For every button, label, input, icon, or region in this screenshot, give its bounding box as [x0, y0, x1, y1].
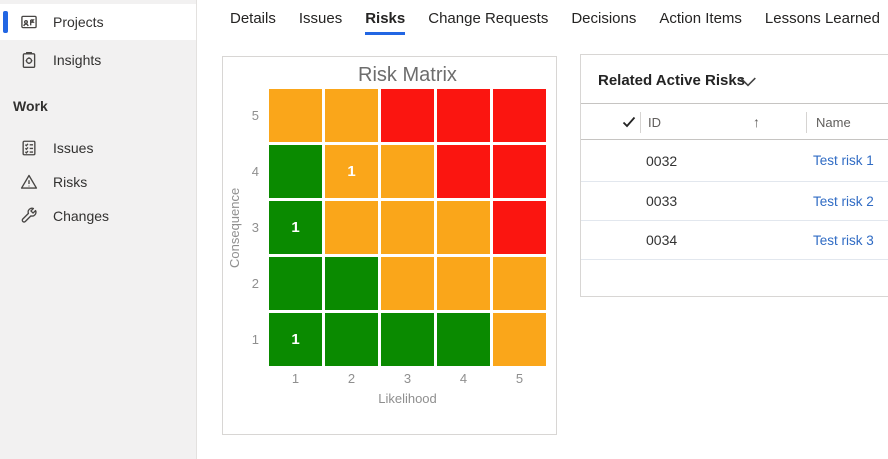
column-header-id[interactable]: ID [648, 115, 661, 130]
risk-row[interactable]: 0032 Test risk 1 [581, 140, 888, 182]
column-divider [806, 112, 807, 133]
sort-ascending-icon[interactable]: ↑ [753, 114, 760, 130]
matrix-cell-likelihood1-consequence1[interactable]: 1 [269, 313, 322, 366]
tab-lessons-learned[interactable]: Lessons Learned [764, 10, 880, 27]
matrix-cell-likelihood5-consequence2[interactable] [493, 257, 546, 310]
tab-action-items[interactable]: Action Items [659, 10, 742, 27]
sidebar-item-label: Projects [53, 14, 104, 30]
matrix-cell-likelihood1-consequence5[interactable] [269, 89, 322, 142]
y-tick-2: 2 [251, 275, 259, 291]
x-tick-5: 5 [515, 371, 524, 386]
projects-icon [20, 13, 38, 31]
risk-row[interactable]: 0034 Test risk 3 [581, 221, 888, 260]
matrix-cell-likelihood4-consequence2[interactable] [437, 257, 490, 310]
insights-icon [20, 51, 38, 69]
matrix-cell-likelihood2-consequence5[interactable] [325, 89, 378, 142]
y-tick-1: 1 [251, 331, 259, 347]
column-header-name[interactable]: Name [816, 115, 851, 130]
matrix-cell-likelihood5-consequence4[interactable] [493, 145, 546, 198]
x-tick-3: 3 [403, 371, 412, 386]
matrix-cell-likelihood3-consequence2[interactable] [381, 257, 434, 310]
risk-name-link[interactable]: Test risk 1 [813, 153, 874, 168]
matrix-cell-likelihood4-consequence3[interactable] [437, 201, 490, 254]
risk-name-link[interactable]: Test risk 2 [813, 193, 874, 209]
risk-name-cell: Test risk 1 [813, 140, 874, 181]
warning-triangle-icon [20, 173, 38, 191]
matrix-cell-likelihood4-consequence1[interactable] [437, 313, 490, 366]
chevron-down-icon[interactable] [739, 75, 757, 89]
matrix-cell-likelihood2-consequence3[interactable] [325, 201, 378, 254]
select-all-checkmark-icon[interactable] [621, 114, 637, 130]
sidebar-item-label: Insights [53, 52, 102, 68]
risk-name-cell: Test risk 2 [813, 182, 874, 220]
sidebar-item-insights[interactable]: Insights [0, 42, 196, 78]
matrix-cell-likelihood4-consequence4[interactable] [437, 145, 490, 198]
tab-change-requests[interactable]: Change Requests [428, 10, 549, 27]
risk-id: 0033 [646, 193, 678, 209]
sidebar-section-work: Work [13, 98, 48, 114]
sidebar-item-risks[interactable]: Risks [0, 166, 196, 198]
matrix-cell-likelihood4-consequence5[interactable] [437, 89, 490, 142]
matrix-cell-likelihood2-consequence1[interactable] [325, 313, 378, 366]
x-tick-4: 4 [459, 371, 468, 386]
matrix-cell-likelihood5-consequence3[interactable] [493, 201, 546, 254]
column-divider [640, 112, 641, 133]
matrix-cell-likelihood2-consequence4[interactable]: 1 [325, 145, 378, 198]
x-tick-1: 1 [291, 371, 300, 386]
matrix-cell-likelihood1-consequence3[interactable]: 1 [269, 201, 322, 254]
wrench-icon [20, 207, 38, 225]
tab-bar: Details Issues Risks Change Requests Dec… [230, 0, 880, 44]
x-tick-2: 2 [347, 371, 356, 386]
matrix-cell-likelihood1-consequence2[interactable] [269, 257, 322, 310]
issues-icon [20, 139, 38, 157]
x-axis-label: Likelihood [378, 391, 437, 406]
sidebar-item-projects[interactable]: Projects [0, 4, 196, 40]
sidebar-item-changes[interactable]: Changes [0, 200, 196, 232]
tab-details[interactable]: Details [230, 10, 276, 27]
matrix-cell-likelihood5-consequence5[interactable] [493, 89, 546, 142]
risk-row[interactable]: 0033 Test risk 2 [581, 182, 888, 221]
sidebar-item-label: Issues [53, 140, 94, 156]
risk-id: 0034 [646, 232, 678, 248]
selected-indicator [3, 11, 8, 33]
tab-decisions[interactable]: Decisions [571, 10, 637, 27]
y-tick-4: 4 [251, 163, 259, 179]
matrix-cell-likelihood3-consequence5[interactable] [381, 89, 434, 142]
y-tick-5: 5 [251, 107, 259, 123]
sidebar-item-label: Changes [53, 208, 110, 224]
risk-id: 0032 [646, 152, 678, 169]
matrix-cell-likelihood3-consequence3[interactable] [381, 201, 434, 254]
y-tick-3: 3 [251, 219, 259, 235]
chart-title: Risk Matrix [358, 64, 457, 86]
related-risks-card: Related Active Risks ID ↑ Name 0032 Test… [580, 54, 888, 297]
matrix-cell-likelihood1-consequence4[interactable] [269, 145, 322, 198]
risks-grid-header: ID ↑ Name [581, 103, 888, 140]
risk-name-cell: Test risk 3 [813, 221, 874, 259]
matrix-cell-likelihood2-consequence2[interactable] [325, 257, 378, 310]
matrix-cell-likelihood3-consequence1[interactable] [381, 313, 434, 366]
sidebar: Projects Insights Work Issues [0, 0, 197, 459]
tab-issues[interactable]: Issues [298, 10, 343, 27]
sidebar-item-issues[interactable]: Issues [0, 132, 196, 164]
matrix-cell-likelihood5-consequence1[interactable] [493, 313, 546, 366]
matrix-cell-likelihood3-consequence4[interactable] [381, 145, 434, 198]
sidebar-item-label: Risks [53, 174, 88, 190]
tab-risks[interactable]: Risks [365, 0, 406, 35]
related-risks-title: Related Active Risks [598, 72, 746, 89]
risk-name-link[interactable]: Test risk 3 [813, 232, 874, 248]
